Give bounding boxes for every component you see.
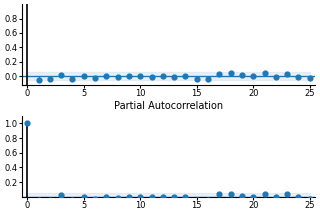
Point	[70, 77, 75, 81]
Point	[251, 195, 256, 198]
Point	[92, 197, 98, 201]
Point	[228, 71, 233, 75]
Point	[284, 193, 290, 196]
Point	[104, 74, 109, 78]
Point	[59, 193, 64, 197]
Point	[115, 196, 120, 200]
Point	[296, 196, 301, 199]
Point	[183, 74, 188, 78]
Point	[239, 74, 244, 77]
Point	[194, 198, 199, 201]
Point	[239, 194, 244, 198]
Point	[183, 195, 188, 198]
Point	[217, 72, 222, 76]
Point	[92, 76, 98, 80]
Point	[160, 195, 165, 198]
Point	[194, 77, 199, 81]
Point	[307, 76, 312, 80]
Point	[172, 196, 177, 199]
Point	[251, 74, 256, 78]
X-axis label: Partial Autocorrelation: Partial Autocorrelation	[114, 101, 223, 111]
Point	[149, 196, 154, 199]
Point	[25, 122, 30, 125]
Point	[205, 198, 211, 201]
Point	[307, 197, 312, 201]
Point	[228, 192, 233, 195]
Point	[262, 71, 267, 75]
Point	[149, 75, 154, 79]
Point	[47, 77, 52, 81]
Point	[126, 74, 132, 78]
Point	[81, 195, 86, 198]
Point	[273, 75, 278, 79]
Point	[115, 76, 120, 79]
Point	[262, 192, 267, 195]
Point	[217, 193, 222, 196]
Point	[172, 75, 177, 79]
Point	[81, 74, 86, 78]
Point	[36, 199, 41, 202]
Point	[284, 72, 290, 76]
Point	[59, 73, 64, 76]
Point	[160, 74, 165, 78]
Point	[70, 198, 75, 201]
Point	[47, 198, 52, 201]
Point	[36, 78, 41, 81]
Point	[273, 196, 278, 199]
Point	[126, 195, 132, 198]
Point	[138, 195, 143, 198]
Point	[296, 75, 301, 79]
Point	[138, 74, 143, 78]
Point	[205, 77, 211, 81]
Point	[104, 195, 109, 198]
